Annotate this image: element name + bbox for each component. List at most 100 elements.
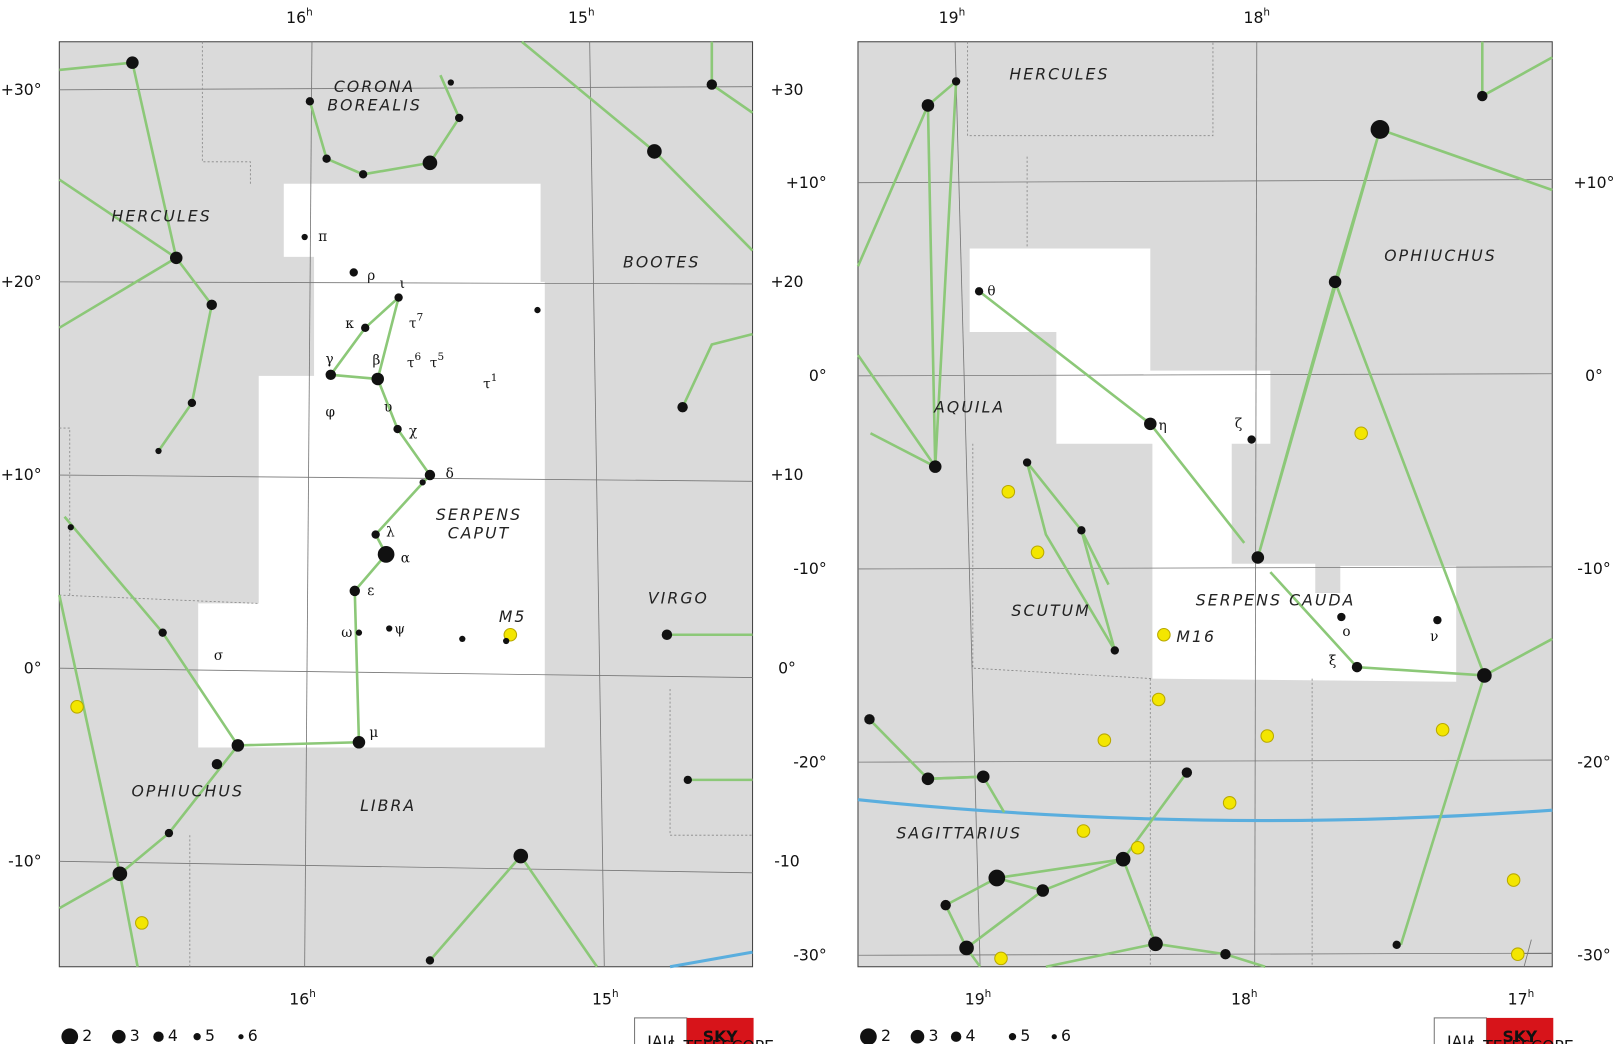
star-label: ρ <box>367 268 375 284</box>
star-label-base: β <box>373 352 381 368</box>
dec-label: 0° <box>809 366 827 385</box>
constellation-figure <box>58 61 178 329</box>
deep-sky-object <box>994 951 1008 966</box>
star-label: κ <box>345 316 354 332</box>
telescope-logo: & TELESCOPE <box>666 1036 774 1044</box>
star <box>187 398 197 408</box>
constellation-name: HERCULES <box>1009 64 1109 83</box>
star <box>1148 936 1163 952</box>
star <box>647 144 662 159</box>
grid-line <box>59 667 753 678</box>
star <box>1110 646 1119 655</box>
constellation-figure <box>1256 129 1382 558</box>
ra-label-sup: h <box>985 988 992 1000</box>
grid-line <box>857 952 1553 956</box>
legend-label: 3 <box>130 1026 140 1044</box>
constellation-name: BOOTES <box>623 252 700 271</box>
grid-line <box>1254 41 1258 967</box>
legend-label: 2 <box>82 1026 92 1044</box>
ra-label-sup: h <box>612 988 619 1000</box>
star-label-sup: 1 <box>491 372 498 384</box>
constellation-name: CAPUT <box>448 524 511 543</box>
star <box>112 866 128 882</box>
constellation-figure <box>996 857 1124 880</box>
dec-label: -10° <box>1577 559 1610 578</box>
star <box>419 479 426 486</box>
constellation-name: HERCULES <box>112 206 212 225</box>
star-label-base: λ <box>386 525 395 541</box>
dec-label: 0° <box>1585 366 1603 385</box>
star <box>683 775 692 785</box>
star-label-base: ι <box>400 276 405 292</box>
star <box>231 739 245 752</box>
legend-symbol <box>1008 1033 1017 1041</box>
constellation-figure <box>1121 858 1266 968</box>
constellation-figure <box>1483 637 1553 677</box>
star-label: υ <box>384 399 392 415</box>
deep-sky-object <box>1511 947 1525 962</box>
dec-label: +20° <box>1 272 42 291</box>
star-label: μ <box>369 725 378 741</box>
star <box>1351 661 1363 673</box>
constellation-figure <box>58 594 122 875</box>
deep-sky-object <box>135 916 149 930</box>
star <box>951 77 961 86</box>
ra-label-sup: h <box>306 7 313 19</box>
dec-label: 0° <box>24 658 42 677</box>
star <box>1328 275 1342 289</box>
grid-line <box>59 474 753 482</box>
dec-label: -30° <box>793 945 826 964</box>
constellation-name: SAGITTARIUS <box>896 823 1022 842</box>
star-label-base: κ <box>345 316 354 332</box>
constellation-figure <box>157 257 214 452</box>
object-label: M16 <box>1176 627 1216 646</box>
star-label-base: μ <box>369 725 378 741</box>
star <box>393 424 402 434</box>
legend-label: 5 <box>1020 1026 1030 1044</box>
ra-label-sup: h <box>1263 7 1270 19</box>
star-label: ζ <box>1235 416 1242 432</box>
star-label-base: ν <box>1430 629 1438 645</box>
dec-label: +30 <box>770 80 803 99</box>
star-label-base: υ <box>384 399 392 415</box>
legend-label: 2 <box>881 1026 891 1044</box>
constellation-figure <box>1481 56 1553 98</box>
ecliptic <box>857 798 1553 823</box>
star-label-base: φ <box>326 405 335 421</box>
star-label-base: π <box>318 229 327 245</box>
ra-label-sup: h <box>588 7 595 19</box>
ecliptic <box>669 950 753 969</box>
star <box>386 625 393 632</box>
star-label: τ7 <box>409 312 423 332</box>
star-label: γ <box>326 351 334 367</box>
star <box>394 293 403 302</box>
constellation-figure <box>681 332 753 408</box>
star-label-base: ψ <box>394 622 405 638</box>
constellation-name: CORONA <box>334 77 415 96</box>
deep-sky-object <box>1506 873 1521 887</box>
star <box>1247 435 1256 444</box>
grid-line <box>59 860 753 874</box>
star-label: σ <box>214 648 223 664</box>
legend-label: 4 <box>966 1026 976 1044</box>
star <box>974 287 984 296</box>
sky-logo-box <box>686 1017 754 1044</box>
iau-logo: IAU <box>647 1032 674 1044</box>
star <box>928 460 942 473</box>
dec-label: +10° <box>1 465 42 484</box>
legend-symbol <box>950 1031 962 1042</box>
ra-label-base: 18 <box>1244 8 1264 27</box>
dec-label: -10° <box>793 559 826 578</box>
ra-label-sup: h <box>1528 988 1535 1000</box>
telescope-logo: & TELESCOPE <box>1466 1036 1574 1044</box>
star <box>1181 767 1193 778</box>
dec-label: +30° <box>1 80 42 99</box>
constellation-figure <box>1269 281 1487 677</box>
star <box>1036 884 1050 897</box>
legend-symbol <box>910 1029 925 1044</box>
dec-label: -20° <box>793 752 826 771</box>
star-label-sup: 6 <box>414 351 421 363</box>
star <box>301 233 308 241</box>
star-label-sup: 5 <box>437 351 444 363</box>
